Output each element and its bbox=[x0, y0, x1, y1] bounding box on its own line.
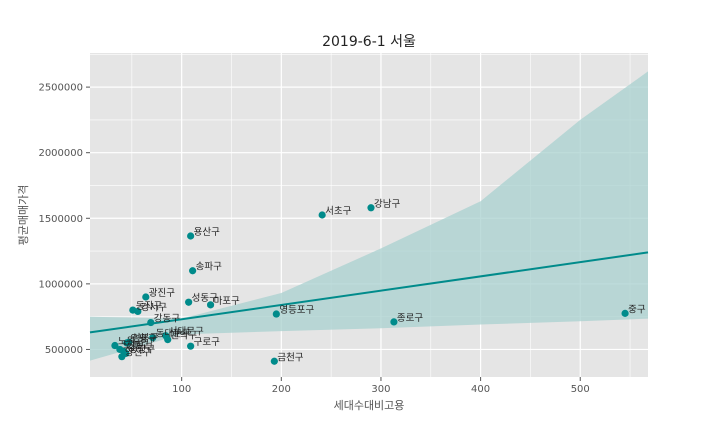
data-point-label: 성북구 bbox=[132, 333, 158, 344]
data-point bbox=[206, 301, 215, 309]
data-point bbox=[149, 334, 157, 342]
data-point-label: 송파구 bbox=[196, 262, 222, 273]
y-tick-label: 500000 bbox=[45, 345, 83, 356]
data-point-label: 중랑구 bbox=[129, 343, 155, 355]
data-point-label: 구로구 bbox=[194, 337, 220, 348]
data-point-label: 용산구 bbox=[194, 227, 220, 238]
x-tick-label: 500 bbox=[571, 384, 590, 395]
data-point bbox=[134, 307, 142, 316]
data-point-label: 성동구 bbox=[192, 293, 218, 304]
y-axis-label: 평균매매가격 bbox=[17, 185, 30, 246]
data-point-label: 종로구 bbox=[397, 313, 423, 324]
data-point-label: 동대문구 bbox=[156, 329, 191, 340]
data-points bbox=[111, 204, 629, 365]
data-point-label: 중구 bbox=[628, 304, 646, 315]
data-point-label: 은평구 bbox=[130, 334, 156, 345]
data-point-label: 강동구 bbox=[154, 314, 180, 325]
data-point bbox=[185, 298, 193, 306]
data-point-label: 강북구 bbox=[127, 342, 153, 353]
point-labels: 중구종로구강남구서초구영등포구금천구용산구송파구마포구성동구구로구광진구동작구강… bbox=[118, 199, 646, 363]
data-point bbox=[147, 318, 155, 327]
confidence-band-group bbox=[90, 71, 648, 361]
x-tick-label: 100 bbox=[172, 384, 191, 395]
data-point-label: 서대문구 bbox=[169, 327, 204, 338]
data-point-label: 영등포구 bbox=[279, 305, 314, 316]
data-point bbox=[189, 267, 197, 275]
data-point-label: 강남구 bbox=[374, 199, 400, 210]
y-tick-label: 2500000 bbox=[38, 83, 83, 94]
x-tick-label: 300 bbox=[371, 384, 390, 395]
y-tick-label: 1000000 bbox=[38, 279, 83, 290]
regression-line-group bbox=[89, 251, 649, 334]
x-tick-label: 200 bbox=[272, 384, 291, 395]
data-point-label: 서초구 bbox=[325, 206, 351, 217]
x-tick-label: 400 bbox=[471, 384, 490, 395]
data-point-label: 관악구 bbox=[171, 330, 197, 342]
data-point-label: 양천구 bbox=[125, 348, 151, 359]
y-tick-label: 2000000 bbox=[38, 148, 83, 159]
data-point bbox=[318, 211, 326, 219]
data-point bbox=[125, 338, 133, 346]
data-point-label: 광진구 bbox=[149, 287, 175, 299]
data-point bbox=[142, 293, 150, 301]
data-point-label: 노원구 bbox=[118, 337, 144, 348]
data-point-label: 마포구 bbox=[214, 296, 240, 307]
data-point-label: 강서구 bbox=[141, 302, 167, 313]
data-point bbox=[270, 357, 278, 365]
data-point-label: 도봉구 bbox=[123, 340, 149, 351]
data-point bbox=[621, 309, 629, 317]
regression-line bbox=[89, 251, 649, 334]
chart-title: 2019-6-1 서울 bbox=[322, 34, 416, 50]
data-point bbox=[187, 232, 195, 240]
data-point bbox=[111, 341, 119, 350]
data-point bbox=[164, 336, 172, 344]
data-point bbox=[187, 342, 195, 350]
data-point bbox=[390, 318, 398, 326]
data-point bbox=[272, 310, 280, 318]
data-point bbox=[367, 204, 375, 212]
data-point-label: 동작구 bbox=[136, 301, 162, 312]
x-axis-label: 세대수대비고용 bbox=[334, 399, 405, 412]
axis-ticks: 100 200 300 400 500 500000 1000000 1500000 20000… bbox=[38, 83, 589, 395]
confidence-band bbox=[90, 71, 648, 361]
y-tick-label: 1500000 bbox=[38, 214, 83, 225]
data-point-label: 금천구 bbox=[277, 352, 303, 363]
data-point bbox=[118, 353, 126, 361]
